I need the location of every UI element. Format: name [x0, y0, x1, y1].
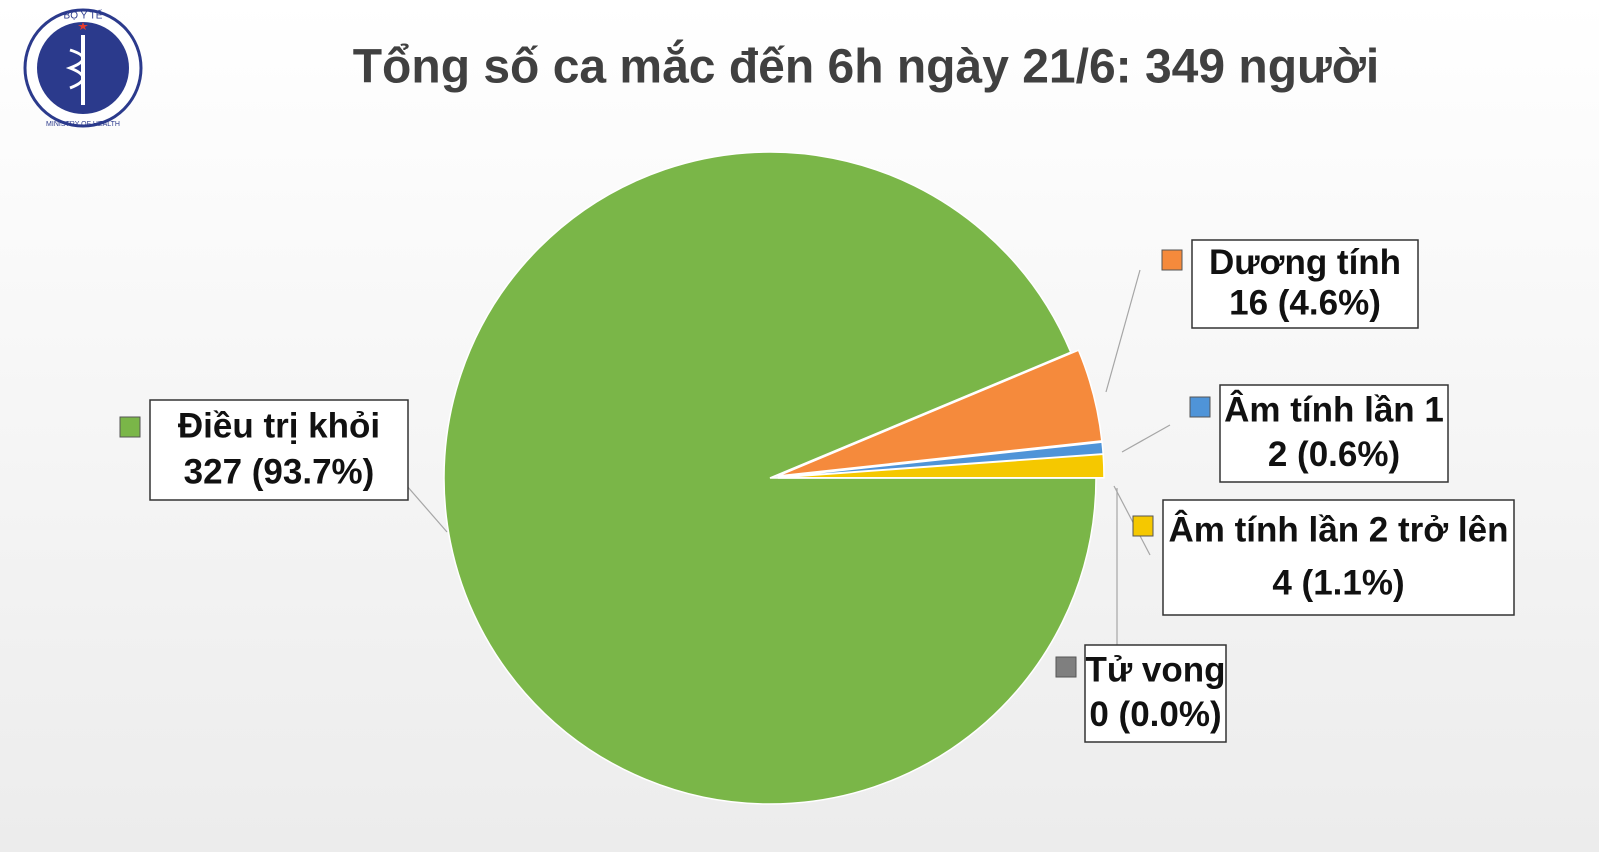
legend-key — [119, 416, 141, 438]
legend-key — [1161, 249, 1183, 271]
label-value: 4 (1.1%) — [1272, 563, 1404, 602]
label-name: Dương tính — [1209, 243, 1401, 282]
label-value: 0 (0.0%) — [1089, 695, 1221, 734]
label-name: Điều trị khỏi — [178, 406, 380, 445]
legend-key — [1055, 656, 1077, 678]
label-value: 2 (0.6%) — [1268, 435, 1400, 474]
label-box — [1162, 499, 1515, 616]
label-value: 16 (4.6%) — [1229, 283, 1381, 322]
label-value: 327 (93.7%) — [184, 452, 375, 491]
label-box — [1191, 239, 1419, 329]
logo-top-text: BỘ Y TẾ — [64, 9, 103, 22]
label-box — [1219, 384, 1449, 483]
label-box — [149, 399, 409, 501]
label-name: Âm tính lần 2 trở lên — [1169, 509, 1509, 549]
logo-star — [78, 22, 88, 30]
label-box — [1084, 644, 1227, 743]
pie — [443, 151, 1105, 805]
leader-line — [1113, 485, 1151, 556]
legend-key — [1132, 515, 1154, 537]
label-name: Âm tính lần 1 — [1224, 389, 1444, 429]
leader-line — [1105, 269, 1141, 393]
logo-snake — [65, 48, 85, 90]
logo-bottom-text: MINISTRY OF HEALTH — [46, 121, 120, 128]
legend-key — [1189, 396, 1211, 418]
pie-slice — [443, 151, 1097, 805]
logo: BỘ Y TẾ MINISTRY OF HEALTH — [23, 8, 143, 128]
label-name: Tử vong — [1085, 650, 1225, 689]
chart-title: Tổng số ca mắc đến 6h ngày 21/6: 349 ngư… — [353, 39, 1380, 94]
leader-line — [1121, 424, 1171, 453]
pie-slice — [777, 349, 1103, 477]
